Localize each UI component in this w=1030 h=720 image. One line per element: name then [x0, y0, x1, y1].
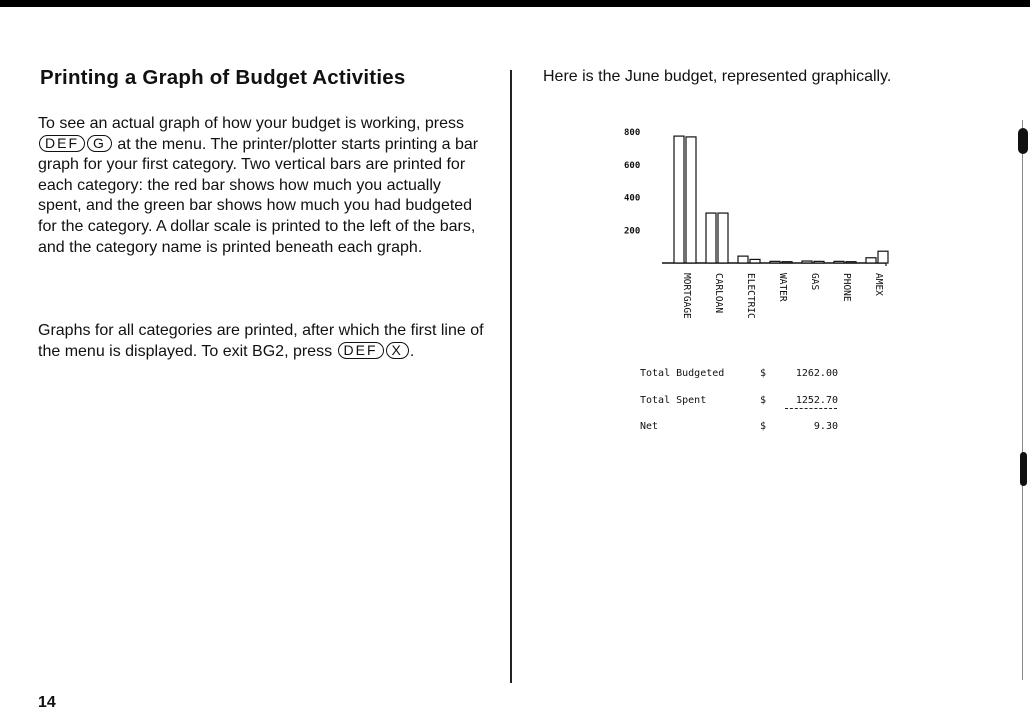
total-spent-value: 1252.70 — [795, 395, 838, 406]
paragraph-text: . — [409, 342, 415, 360]
key-def: DEF — [39, 134, 85, 152]
bar-water-1 — [769, 260, 781, 264]
category-label: PHONE — [841, 273, 852, 302]
category-label: WATER — [777, 273, 788, 302]
bar-carloan-1 — [705, 212, 717, 264]
chart-intro: Here is the June budget, represented gra… — [543, 68, 892, 85]
column-divider — [510, 70, 512, 683]
total-budgeted-row: Total Budgeted $ 1262.00 — [640, 368, 838, 382]
bar-water-2 — [781, 261, 793, 264]
bar-electric-2 — [749, 258, 761, 264]
bar-phone-1 — [833, 260, 845, 264]
total-spent-label: Total Spent — [640, 395, 707, 406]
bar-carloan-2 — [717, 212, 729, 264]
paragraph-text: Graphs for all categories are printed, a… — [38, 322, 484, 360]
page-edge-line — [1022, 120, 1023, 680]
category-label: ELECTRIC — [745, 273, 756, 319]
y-tick-label: 600 — [624, 161, 640, 171]
bar-amex-1 — [865, 257, 877, 264]
bar-electric-1 — [737, 255, 749, 264]
y-tick-label: 400 — [624, 194, 640, 204]
category-label: AMEX — [873, 273, 884, 296]
category-label: CARLOAN — [713, 273, 724, 313]
currency-symbol: $ — [760, 368, 767, 379]
binding-mark — [1018, 128, 1028, 154]
net-label: Net — [640, 421, 659, 432]
bar-mortgage-2 — [685, 136, 697, 264]
total-spent-row: Total Spent $ 1252.70 — [640, 395, 838, 409]
currency-symbol: $ — [760, 421, 767, 432]
bar-gas-2 — [813, 260, 825, 264]
top-rule — [0, 0, 1030, 7]
paragraph-text: To see an actual graph of how your budge… — [38, 115, 465, 132]
total-budgeted-value: 1262.00 — [795, 368, 838, 379]
category-label: MORTGAGE — [681, 273, 692, 319]
binding-mark — [1020, 452, 1027, 486]
budget-bar-chart: 200 400 600 800 MORTGAGE CARLOAN ELECTRIC WATER… — [624, 128, 889, 319]
y-tick-label: 200 — [624, 226, 640, 236]
y-tick-label: 800 — [624, 128, 640, 138]
net-row: Net $ 9.30 — [640, 421, 838, 435]
page-number: 14 — [38, 694, 56, 711]
category-label: GAS — [809, 273, 820, 290]
bar-phone-2 — [845, 261, 857, 264]
bar-gas-1 — [801, 260, 813, 264]
net-value: 9.30 — [813, 421, 838, 432]
sum-rule — [785, 408, 837, 409]
bar-amex-2 — [877, 250, 889, 264]
currency-symbol: $ — [760, 395, 767, 406]
key-def: DEF — [337, 341, 384, 359]
instruction-paragraph: To see an actual graph of how your budge… — [38, 114, 488, 258]
paragraph-text: at the menu. The printer/plotter starts … — [38, 135, 479, 256]
key-g: G — [87, 134, 112, 152]
section-title: Printing a Graph of Budget Activities — [40, 66, 406, 89]
total-budgeted-label: Total Budgeted — [640, 368, 725, 379]
key-x: X — [385, 341, 409, 359]
bar-mortgage-1 — [673, 135, 685, 264]
exit-paragraph: Graphs for all categories are printed, a… — [38, 321, 488, 362]
